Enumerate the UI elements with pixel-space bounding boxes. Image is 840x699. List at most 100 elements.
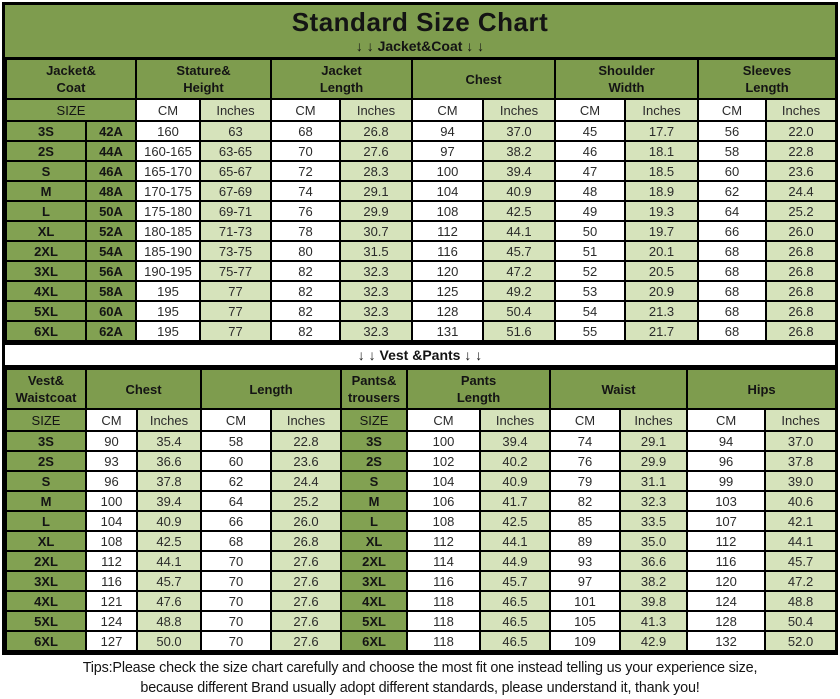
vest-pants-table-row: 5XL 124 48.8 70 27.6 5XL 118 46.5 105 41.3 128 50.4	[5, 610, 838, 632]
cm-value-cell: 132	[686, 630, 767, 652]
size-cell: 2XL	[5, 240, 87, 262]
cm-value-cell: 68	[200, 530, 272, 552]
inches-value-cell: 42.5	[482, 200, 557, 222]
size-cell: 4XL	[5, 280, 87, 302]
cm-header-cell: CM	[135, 98, 201, 122]
cm-value-cell: 104	[85, 510, 138, 532]
cm-value-cell: 99	[686, 470, 767, 492]
cm-value-cell: 104	[411, 180, 485, 202]
cm-value-cell: 160-165	[135, 140, 201, 162]
vest-size-cell: M	[5, 490, 87, 512]
page-title: Standard Size Chart	[291, 7, 549, 37]
cm-value-cell: 94	[686, 430, 767, 452]
cm-value-cell: 185-190	[135, 240, 201, 262]
cm-value-cell: 53	[554, 280, 627, 302]
vest-size-cell: 5XL	[5, 610, 87, 632]
cm-value-cell: 118	[406, 610, 482, 632]
size-cell: 6XL	[5, 320, 87, 342]
inches-header-cell: Inches	[479, 408, 552, 432]
cm-value-cell: 104	[406, 470, 482, 492]
cm-value-cell: 108	[85, 530, 138, 552]
cm-value-cell: 76	[549, 450, 622, 472]
inches-value-cell: 26.8	[765, 320, 838, 342]
inches-value-cell: 42.5	[136, 530, 202, 552]
jacket-table-row: M 48A 170-175 67-69 74 29.1 104 40.9 48 18.9 62 24.…	[5, 180, 838, 202]
vest-group-header-row: Vest& Waistcoat Chest Length Pants& trou…	[5, 368, 838, 410]
inches-value-cell: 46.5	[479, 610, 552, 632]
cm-value-cell: 170-175	[135, 180, 201, 202]
inches-value-cell: 29.9	[619, 450, 689, 472]
cm-value-cell: 82	[549, 490, 622, 512]
inches-value-cell: 42.9	[619, 630, 689, 652]
cm-value-cell: 68	[697, 260, 768, 282]
inches-value-cell: 37.0	[482, 120, 557, 142]
cm-value-cell: 112	[686, 530, 767, 552]
inches-value-cell: 27.6	[338, 140, 414, 162]
inches-value-cell: 33.5	[619, 510, 689, 532]
cm-value-cell: 68	[697, 300, 768, 322]
cm-value-cell: 82	[270, 300, 341, 322]
inches-value-cell: 18.5	[624, 160, 700, 182]
cm-value-cell: 100	[411, 160, 485, 182]
cm-value-cell: 48	[554, 180, 627, 202]
vest-size-cell: S	[5, 470, 87, 492]
size-cell: 2S	[5, 140, 87, 162]
inches-header-cell: Inches	[765, 98, 838, 122]
cm-value-cell: 195	[135, 300, 201, 322]
size-code-cell: 50A	[85, 200, 137, 222]
inches-value-cell: 22.8	[765, 140, 838, 162]
inches-value-cell: 26.8	[765, 280, 838, 302]
cm-value-cell: 160	[135, 120, 201, 142]
cm-value-cell: 175-180	[135, 200, 201, 222]
group-header-stature-height: Stature& Height	[135, 57, 272, 100]
pants-size-cell: S	[340, 470, 409, 492]
vest-pants-table-row: 6XL 127 50.0 70 27.6 6XL 118 46.5 109 42.9 132 52.0	[5, 630, 838, 652]
inches-value-cell: 32.3	[338, 260, 414, 282]
inches-value-cell: 44.1	[479, 530, 552, 552]
inches-value-cell: 22.8	[269, 430, 343, 452]
vest-pants-table-row: M 100 39.4 64 25.2 M 106 41.7 82 32.3 103 40.6	[5, 490, 838, 512]
vest-pants-table-row: L 104 40.9 66 26.0 L 108 42.5 85 33.5 107 42.1	[5, 510, 838, 532]
cm-value-cell: 120	[411, 260, 485, 282]
inches-value-cell: 26.0	[269, 510, 343, 532]
cm-value-cell: 82	[270, 320, 341, 342]
inches-value-cell: 27.6	[269, 550, 343, 572]
cm-header-cell: CM	[270, 98, 341, 122]
inches-value-cell: 24.4	[765, 180, 838, 202]
jacket-table-row: 4XL 58A 195 77 82 32.3 125 49.2 53 20.9 68 26.8	[5, 280, 838, 302]
group-header-chest: Chest	[411, 57, 557, 100]
vest-pants-table-row: XL 108 42.5 68 26.8 XL 112 44.1 89 35.0 112 44.1	[5, 530, 838, 552]
cm-value-cell: 78	[270, 220, 341, 242]
cm-value-cell: 108	[406, 510, 482, 532]
inches-value-cell: 26.8	[765, 300, 838, 322]
size-cell: 5XL	[5, 300, 87, 322]
inches-value-cell: 45.7	[764, 550, 838, 572]
cm-value-cell: 96	[686, 450, 767, 472]
tips-line-1: Tips:Please check the size chart careful…	[82, 659, 758, 676]
cm-header-cell: CM	[200, 408, 272, 432]
cm-value-cell: 64	[697, 200, 768, 222]
cm-value-cell: 116	[686, 550, 767, 572]
inches-value-cell: 19.7	[624, 220, 700, 242]
cm-value-cell: 116	[406, 570, 482, 592]
inches-value-cell: 45.7	[482, 240, 557, 262]
jacket-group-header-row: Jacket& Coat Stature& Height Jacket Leng…	[5, 57, 838, 100]
cm-header-cell: CM	[85, 408, 138, 432]
inches-value-cell: 37.8	[136, 470, 202, 492]
vest-pants-table-row: 2S 93 36.6 60 23.6 2S 102 40.2 76 29.9 96 37.8	[5, 450, 838, 472]
group-header-vest-waistcoat: Vest& Waistcoat	[5, 368, 87, 410]
cm-value-cell: 112	[411, 220, 485, 242]
tips-line-2: because different Brand usually adopt di…	[140, 679, 700, 696]
group-header-waist: Waist	[549, 368, 689, 410]
cm-value-cell: 90	[85, 430, 138, 452]
inches-value-cell: 36.6	[136, 450, 202, 472]
cm-value-cell: 70	[200, 590, 272, 612]
inches-value-cell: 46.5	[479, 630, 552, 652]
inches-value-cell: 18.9	[624, 180, 700, 202]
vest-size-cell: XL	[5, 530, 87, 552]
cm-value-cell: 82	[270, 280, 341, 302]
cm-header-cell: CM	[554, 98, 627, 122]
inches-value-cell: 44.1	[482, 220, 557, 242]
jacket-table-row: 5XL 60A 195 77 82 32.3 128 50.4 54 21.3 68 26.8	[5, 300, 838, 322]
cm-value-cell: 70	[200, 630, 272, 652]
